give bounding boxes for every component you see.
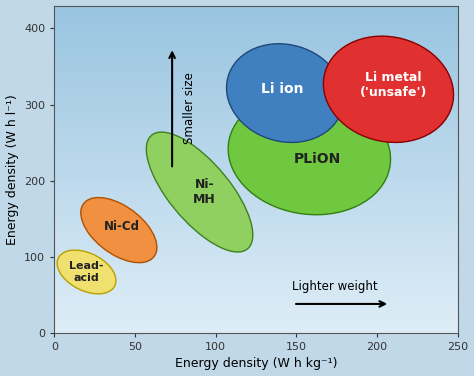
Ellipse shape (146, 132, 253, 252)
Ellipse shape (227, 44, 344, 143)
Text: Smaller size: Smaller size (183, 72, 196, 144)
Text: Lighter weight: Lighter weight (292, 280, 377, 293)
Ellipse shape (57, 250, 116, 294)
Text: Li metal
('unsafe'): Li metal ('unsafe') (360, 71, 427, 100)
Text: Li ion: Li ion (261, 82, 303, 96)
Ellipse shape (228, 93, 391, 215)
Ellipse shape (323, 36, 454, 143)
Text: Ni-
MH: Ni- MH (193, 178, 216, 206)
X-axis label: Energy density (W h kg⁻¹): Energy density (W h kg⁻¹) (175, 358, 337, 370)
Ellipse shape (81, 197, 157, 263)
Y-axis label: Energy density (W h l⁻¹): Energy density (W h l⁻¹) (6, 94, 18, 244)
Text: PLiON: PLiON (294, 152, 341, 166)
Text: Ni-Cd: Ni-Cd (104, 220, 140, 233)
Text: Lead-
acid: Lead- acid (69, 261, 104, 283)
